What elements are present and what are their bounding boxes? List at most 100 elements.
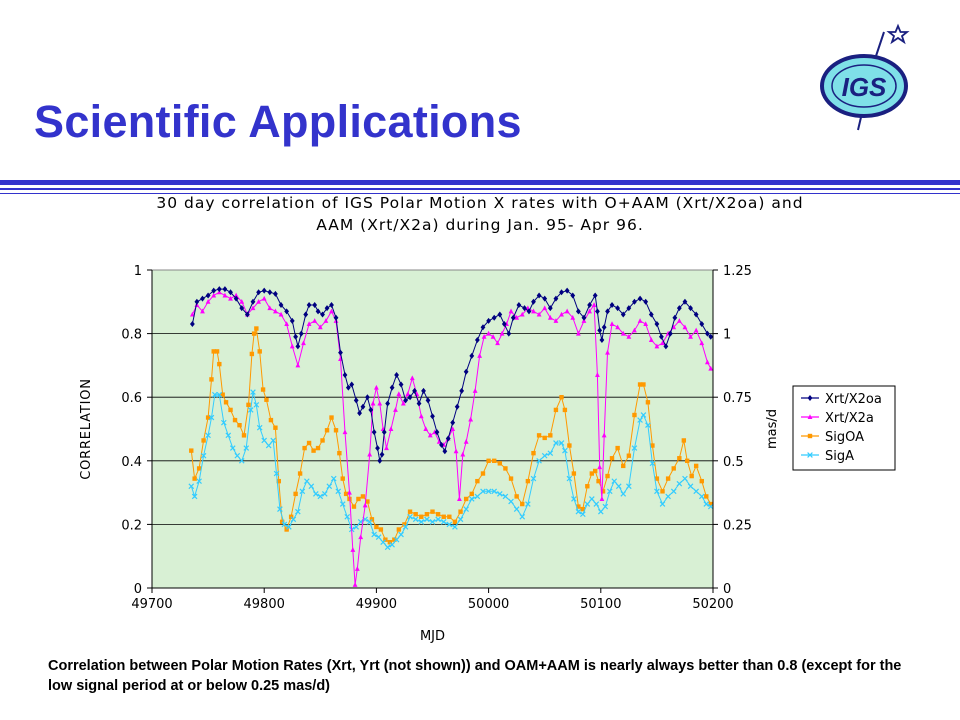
data-point — [418, 519, 425, 525]
data-point — [457, 516, 464, 523]
data-point — [214, 349, 220, 354]
data-point — [677, 456, 682, 461]
data-point — [323, 318, 329, 323]
data-point — [660, 340, 665, 346]
data-point — [699, 478, 704, 484]
data-point — [196, 478, 202, 484]
data-point — [315, 445, 321, 451]
data-point — [339, 501, 346, 507]
data-point — [320, 311, 325, 318]
data-point — [223, 400, 229, 405]
data-point — [278, 301, 284, 308]
title-rule-thin — [0, 193, 960, 194]
data-point — [278, 311, 284, 317]
data-point — [205, 432, 211, 439]
data-point — [704, 330, 710, 337]
data-point — [609, 321, 615, 327]
data-point — [684, 458, 690, 463]
data-point — [682, 298, 688, 305]
data-point — [423, 426, 429, 431]
data-point — [676, 480, 683, 487]
data-point — [216, 391, 223, 398]
data-point — [654, 343, 660, 349]
data-point — [615, 305, 621, 312]
data-point — [562, 407, 568, 413]
data-point — [308, 483, 315, 490]
data-point — [581, 314, 587, 321]
data-point — [626, 305, 632, 312]
data-point — [205, 415, 211, 420]
data-point — [402, 522, 407, 527]
data-point — [407, 394, 413, 401]
legend-label: SigOA — [825, 430, 864, 445]
data-point — [486, 330, 491, 336]
data-point — [434, 429, 440, 436]
data-point — [592, 292, 598, 299]
data-point — [232, 417, 238, 423]
data-point — [501, 321, 507, 328]
data-point — [384, 544, 391, 551]
data-point — [247, 407, 254, 413]
data-point — [362, 502, 368, 508]
data-point — [580, 506, 586, 512]
data-point — [458, 509, 463, 514]
data-point — [601, 324, 607, 331]
data-point — [298, 330, 304, 337]
data-point — [233, 292, 239, 298]
data-point — [250, 305, 256, 311]
data-point — [393, 536, 400, 543]
data-point — [606, 488, 613, 495]
data-point — [491, 488, 498, 495]
data-point — [228, 295, 233, 301]
data-point — [547, 450, 554, 456]
data-point — [228, 289, 233, 296]
data-point — [531, 298, 536, 305]
series-line — [190, 326, 712, 543]
logo-text: IGS — [842, 72, 887, 102]
data-point — [450, 419, 456, 426]
data-point — [492, 458, 497, 463]
data-point — [649, 460, 656, 467]
x-tick-label: 50100 — [580, 597, 621, 612]
caption: Correlation between Polar Motion Rates (… — [48, 658, 902, 694]
data-point — [807, 433, 813, 439]
data-point — [632, 298, 637, 305]
data-point — [220, 419, 227, 426]
data-point — [357, 410, 362, 417]
data-point — [460, 451, 466, 457]
data-point — [375, 534, 382, 540]
data-point — [389, 541, 395, 548]
data-point — [416, 400, 422, 407]
data-point — [508, 308, 514, 314]
data-point — [671, 324, 677, 330]
data-point — [385, 400, 391, 407]
data-point — [189, 448, 194, 453]
y-tick-label: 0.2 — [121, 518, 142, 533]
data-point — [637, 318, 643, 323]
data-point — [699, 321, 705, 328]
data-point — [304, 478, 310, 484]
data-point — [626, 333, 632, 339]
data-point — [273, 470, 280, 477]
data-point — [299, 488, 306, 495]
data-point — [220, 392, 225, 397]
slide-title: Scientific Applications — [34, 96, 522, 147]
series-line — [191, 288, 712, 463]
data-point — [233, 295, 239, 302]
data-point — [306, 301, 312, 308]
data-point — [340, 476, 345, 481]
data-point — [508, 498, 514, 505]
data-point — [378, 527, 384, 532]
data-point — [682, 324, 688, 330]
data-point — [321, 491, 328, 497]
data-point — [474, 336, 480, 343]
data-point — [807, 395, 813, 401]
data-point — [648, 311, 654, 318]
data-point — [807, 452, 813, 458]
data-point — [261, 295, 267, 301]
data-point — [365, 499, 370, 504]
data-point — [530, 475, 537, 482]
data-point — [273, 308, 278, 314]
data-point — [189, 311, 195, 317]
data-point — [293, 491, 298, 497]
